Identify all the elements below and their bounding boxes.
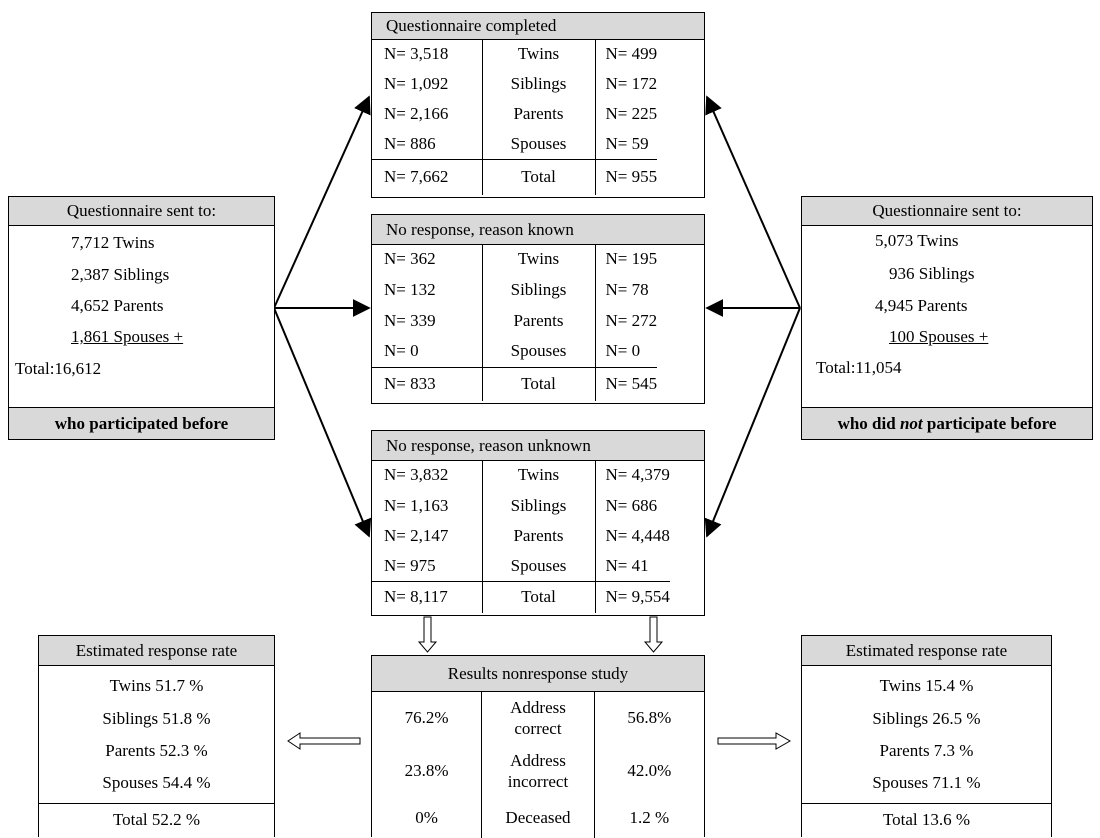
table-row: N= 3,832 Twins N= 4,379	[372, 460, 670, 490]
sent-not-before-total: Total:11,054	[816, 358, 902, 377]
results-label-3: Deceased	[505, 808, 571, 827]
unknown-box: No response, reason unknown N= 3,832 Twin…	[371, 430, 705, 616]
table-row: N= 132 Siblings N= 78	[372, 274, 657, 305]
completed-box: Questionnaire completed N= 3,518 Twins N= …	[371, 12, 705, 198]
completed-title: Questionnaire completed	[372, 13, 704, 40]
sent-not-before-box: Questionnaire sent to: 5,073 Twins 936 S…	[801, 196, 1093, 440]
sent-before-box: Questionnaire sent to: 7,712 Twins 2,387…	[8, 196, 275, 440]
table-row: N= 339 Parents N= 272	[372, 305, 657, 336]
table-row: N= 2,166 Parents N= 225	[372, 99, 657, 129]
arrow-right-to-completed	[705, 95, 801, 309]
sent-not-before-title: Questionnaire sent to:	[802, 197, 1092, 226]
rate-right-box: Estimated response rate Twins 15.4 % Sib…	[801, 635, 1052, 837]
rate-left-siblings: Siblings 51.8 %	[102, 709, 211, 728]
results-label-1b: correct	[514, 718, 562, 738]
sent-before-title: Questionnaire sent to:	[9, 197, 274, 226]
results-label-2a: Address	[510, 751, 566, 770]
table-row-total: N= 7,662 Total N= 955	[372, 158, 658, 195]
table-row: N= 0 Spouses N= 0	[372, 336, 657, 367]
sent-not-before-parents: 4,945 Parents	[875, 296, 968, 315]
rate-left-box: Estimated response rate Twins 51.7 % Sib…	[38, 635, 275, 837]
rate-right-total: Total 13.6 %	[802, 803, 1051, 837]
rate-left-parents: Parents 52.3 %	[105, 741, 208, 760]
known-title: No response, reason known	[372, 215, 704, 245]
sent-before-total: Total:16,612	[15, 359, 102, 378]
sent-not-before-spouses: 100 Spouses +	[889, 327, 989, 346]
table-row: N= 2,147 Parents N= 4,448	[372, 521, 670, 551]
known-table: N= 362 Twins N= 195 N= 132 Siblings N= 78 N=…	[372, 244, 658, 401]
known-box: No response, reason known N= 362 Twins N= …	[371, 214, 705, 404]
rate-right-siblings: Siblings 26.5 %	[872, 709, 981, 728]
unknown-title: No response, reason unknown	[372, 431, 704, 461]
results-label-1a: Address	[510, 697, 566, 717]
arrow-right-to-unknown	[704, 307, 801, 538]
hollow-arrow-left	[287, 732, 361, 750]
arrow-left-to-unknown	[273, 307, 372, 538]
rate-left-title: Estimated response rate	[39, 636, 274, 666]
results-table: 76.2% Address correct 56.8% 23.8% Addres…	[372, 691, 704, 838]
hollow-arrow-right	[717, 732, 792, 750]
unknown-table: N= 3,832 Twins N= 4,379 N= 1,163 Siblings N=…	[372, 460, 670, 613]
rate-right-parents: Parents 7.3 %	[879, 741, 974, 760]
sent-before-parents: 4,652 Parents	[71, 296, 164, 315]
rate-left-twins: Twins 51.7 %	[109, 676, 204, 695]
rate-right-spouses: Spouses 71.1 %	[872, 773, 981, 792]
sent-before-twins: 7,712 Twins	[71, 233, 155, 252]
rate-right-title: Estimated response rate	[802, 636, 1051, 666]
table-row-total: N= 833 Total N= 545	[372, 366, 658, 401]
results-box: Results nonresponse study 76.2% Address …	[371, 655, 705, 838]
hollow-arrow-down-left	[417, 616, 438, 653]
completed-table: N= 3,518 Twins N= 499 N= 1,092 Siblings N= 1…	[372, 39, 658, 195]
arrow-left-to-completed	[273, 95, 371, 309]
sent-before-siblings: 2,387 Siblings	[71, 265, 170, 284]
table-row: N= 886 Spouses N= 59	[372, 129, 657, 159]
hollow-arrow-down-right	[643, 616, 664, 653]
sent-not-before-siblings: 936 Siblings	[889, 264, 975, 283]
rate-left-total: Total 52.2 %	[39, 803, 274, 837]
sent-not-before-footer-em: not	[899, 413, 923, 433]
table-row: 76.2% Address correct 56.8%	[372, 691, 704, 744]
sent-before-spouses: 1,861 Spouses +	[71, 327, 184, 346]
table-row: 23.8% Address incorrect 42.0%	[372, 744, 704, 798]
results-label-2b: incorrect	[507, 772, 569, 791]
table-row: N= 362 Twins N= 195	[372, 244, 657, 274]
table-row: N= 975 Spouses N= 41	[372, 551, 670, 581]
sent-not-before-footer-post: participate before	[922, 413, 1057, 433]
sent-before-footer: who participated before	[9, 407, 274, 439]
rate-right-twins: Twins 15.4 %	[879, 676, 974, 695]
table-row: 0% Deceased 1.2 %	[372, 798, 704, 838]
table-row: N= 1,163 Siblings N= 686	[372, 490, 670, 521]
sent-not-before-twins: 5,073 Twins	[875, 231, 959, 250]
results-title: Results nonresponse study	[372, 656, 704, 692]
sent-not-before-footer-pre: who did	[837, 413, 900, 433]
table-row-total: N= 8,117 Total N= 9,554	[372, 580, 670, 613]
table-row: N= 3,518 Twins N= 499	[372, 39, 657, 69]
rate-left-spouses: Spouses 54.4 %	[102, 773, 211, 792]
sent-not-before-footer: who did not participate before	[802, 407, 1092, 439]
table-row: N= 1,092 Siblings N= 172	[372, 69, 657, 99]
